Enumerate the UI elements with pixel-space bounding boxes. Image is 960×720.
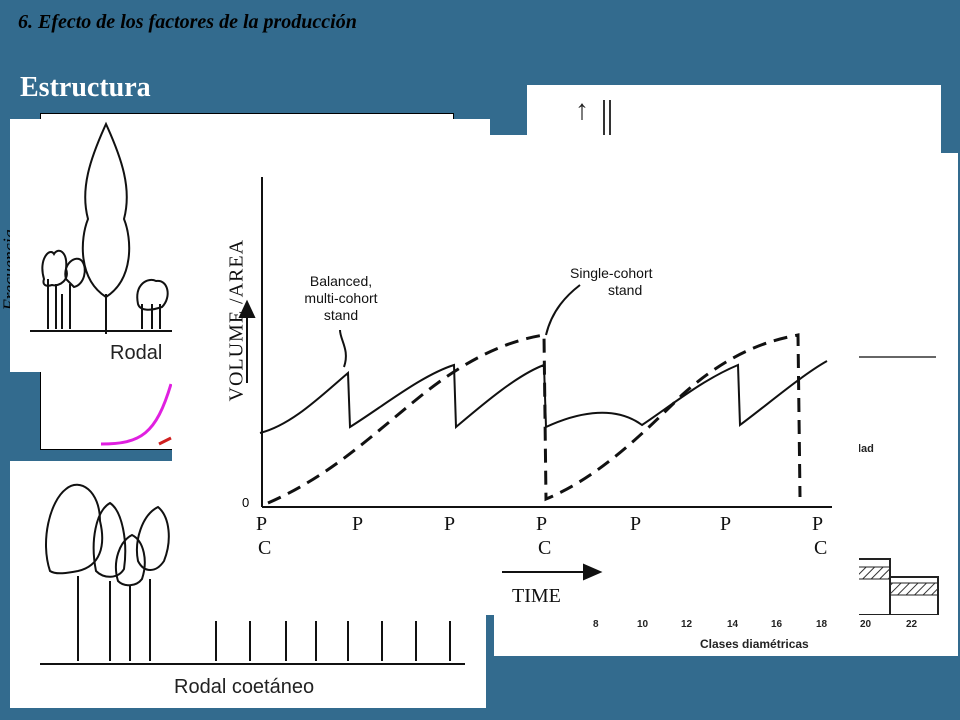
x-marker-c-4: C — [538, 537, 552, 559]
volume-time-chart-card: VOLUME /AREA 0 TIME Balanced, multi-coho… — [172, 135, 859, 615]
up-arrow-icon: ↑ — [575, 95, 589, 126]
time-arrow-head-icon — [583, 563, 603, 581]
x-marker-p-1: P — [256, 513, 268, 535]
x-marker-p-7: P — [812, 513, 824, 535]
volume-time-chart — [238, 177, 832, 581]
single-annotation-line-2: stand — [608, 282, 643, 298]
x-marker-c-7: C — [814, 537, 828, 559]
histogram-legend-label: lad — [858, 443, 874, 455]
histogram-bars — [855, 558, 939, 615]
x-marker-c-1: C — [258, 537, 272, 559]
balanced-pointer-line — [339, 329, 347, 368]
x-marker-p-4: P — [536, 513, 548, 535]
x-marker-p-5: P — [630, 513, 642, 535]
histogram-tick-14: 14 — [727, 619, 739, 630]
x-marker-p-6: P — [720, 513, 732, 535]
y-axis-arrow-head-icon — [238, 299, 256, 318]
single-cohort-curve — [267, 333, 802, 505]
x-marker-p-2: P — [352, 513, 364, 535]
balanced-annotation-line-1: Balanced, — [309, 273, 373, 289]
frequency-chart-plot — [100, 383, 173, 446]
histogram-tick-12: 12 — [681, 619, 693, 630]
single-annotation-line-1: Single-cohort — [570, 265, 653, 281]
x-marker-p-3: P — [444, 513, 456, 535]
histogram-tick-8: 8 — [593, 619, 599, 630]
histogram-tick-18: 18 — [816, 619, 828, 630]
uneven-stand-drawing — [30, 121, 185, 334]
even-stand-drawing — [40, 483, 465, 665]
histogram-x-label: Clases diamétricas — [700, 637, 809, 651]
balanced-annotation-line-3: stand — [323, 307, 359, 323]
histogram-tick-10: 10 — [637, 619, 649, 630]
balanced-annotation-line-2: multi-cohort — [304, 290, 378, 306]
slide-subtitle: 6. Efecto de los factores de la producci… — [18, 11, 357, 33]
histogram-tick-22: 22 — [906, 619, 918, 630]
single-pointer-line — [545, 284, 581, 336]
even-stand-caption: Rodal coetáneo — [174, 676, 315, 698]
slide-title: Estructura — [20, 72, 151, 103]
single-cohort-annotation: Single-cohort stand — [570, 265, 653, 299]
uneven-stand-caption: Rodal — [110, 342, 163, 364]
time-axis-label: TIME — [512, 585, 561, 607]
volume-origin-label: 0 — [242, 495, 250, 510]
histogram-tick-16: 16 — [771, 619, 783, 630]
histogram-tick-20: 20 — [860, 619, 872, 630]
histogram-baseline — [856, 356, 936, 358]
balanced-annotation: Balanced, multi-cohort stand — [286, 273, 396, 324]
